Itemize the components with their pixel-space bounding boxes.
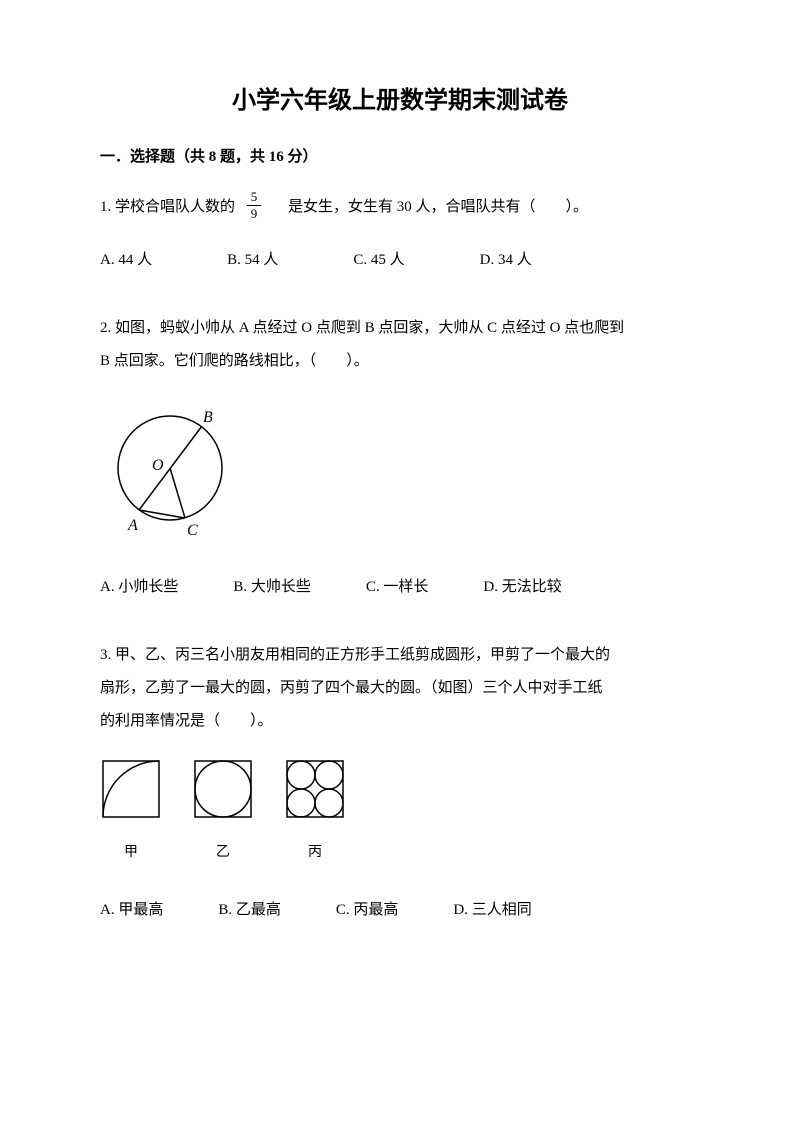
q3-option-b: B. 乙最高 xyxy=(218,894,281,927)
q2-line2: B 点回家。它们爬的路线相比，（ ）。 xyxy=(100,345,700,378)
q1-prefix: 1. 学校合唱队人数的 xyxy=(100,199,235,215)
point-c-label: C xyxy=(187,522,198,538)
q2-option-a: A. 小帅长些 xyxy=(100,571,178,604)
point-b-label: B xyxy=(203,409,213,426)
q3-line2: 扇形，乙剪了一最大的圆，丙剪了四个最大的圆。（如图）三个人中对手工纸 xyxy=(100,672,700,705)
q1-options: A. 44 人 B. 54 人 C. 45 人 D. 34 人 xyxy=(100,244,700,277)
q2-option-c: C. 一样长 xyxy=(366,571,429,604)
q3-options: A. 甲最高 B. 乙最高 C. 丙最高 D. 三人相同 xyxy=(100,894,700,927)
q2-option-d: D. 无法比较 xyxy=(483,571,561,604)
q1-text: 1. 学校合唱队人数的 5 9 是女生，女生有 30 人，合唱队共有（ ）。 xyxy=(100,191,700,224)
fraction-numerator: 5 xyxy=(247,189,262,206)
question-2: 2. 如图，蚂蚁小帅从 A 点经过 O 点爬到 B 点回家，大帅从 C 点经过 … xyxy=(100,312,700,604)
q2-diagram: B O A C xyxy=(100,398,700,551)
fraction-denominator: 9 xyxy=(247,206,262,222)
square-circle-icon xyxy=(192,758,254,820)
q1-option-a: A. 44 人 xyxy=(100,244,152,277)
q1-option-b: B. 54 人 xyxy=(227,244,278,277)
q2-text: 2. 如图，蚂蚁小帅从 A 点经过 O 点爬到 B 点回家，大帅从 C 点经过 … xyxy=(100,312,700,378)
q3-line3: 的利用率情况是（ ）。 xyxy=(100,705,700,738)
diagram-bing: 丙 xyxy=(284,758,346,869)
q1-option-d: D. 34 人 xyxy=(480,244,532,277)
circle-diagram-icon: B O A C xyxy=(100,398,250,538)
q3-option-c: C. 丙最高 xyxy=(336,894,399,927)
q3-diagrams: 甲 乙 丙 xyxy=(100,758,700,869)
q3-option-d: D. 三人相同 xyxy=(453,894,531,927)
q2-line1: 2. 如图，蚂蚁小帅从 A 点经过 O 点爬到 B 点回家，大帅从 C 点经过 … xyxy=(100,312,700,345)
q1-suffix: 是女生，女生有 30 人，合唱队共有（ ）。 xyxy=(273,199,588,215)
q3-option-a: A. 甲最高 xyxy=(100,894,163,927)
section-header: 一．选择题（共 8 题，共 16 分） xyxy=(100,145,700,166)
diagram-jia: 甲 xyxy=(100,758,162,869)
point-o-label: O xyxy=(152,457,164,474)
q1-option-c: C. 45 人 xyxy=(353,244,404,277)
q2-option-b: B. 大帅长些 xyxy=(233,571,311,604)
diagram-yi: 乙 xyxy=(192,758,254,869)
q2-options: A. 小帅长些 B. 大帅长些 C. 一样长 D. 无法比较 xyxy=(100,571,700,604)
label-bing: 丙 xyxy=(284,838,346,869)
question-3: 3. 甲、乙、丙三名小朋友用相同的正方形手工纸剪成圆形，甲剪了一个最大的 扇形，… xyxy=(100,639,700,927)
fraction-5-9: 5 9 xyxy=(247,189,262,221)
label-jia: 甲 xyxy=(100,838,162,869)
label-yi: 乙 xyxy=(192,838,254,869)
q3-text: 3. 甲、乙、丙三名小朋友用相同的正方形手工纸剪成圆形，甲剪了一个最大的 扇形，… xyxy=(100,639,700,738)
q3-line1: 3. 甲、乙、丙三名小朋友用相同的正方形手工纸剪成圆形，甲剪了一个最大的 xyxy=(100,639,700,672)
page-title: 小学六年级上册数学期末测试卷 xyxy=(100,80,700,115)
question-1: 1. 学校合唱队人数的 5 9 是女生，女生有 30 人，合唱队共有（ ）。 A… xyxy=(100,191,700,277)
square-sector-icon xyxy=(100,758,162,820)
square-four-circles-icon xyxy=(284,758,346,820)
point-a-label: A xyxy=(127,517,138,534)
